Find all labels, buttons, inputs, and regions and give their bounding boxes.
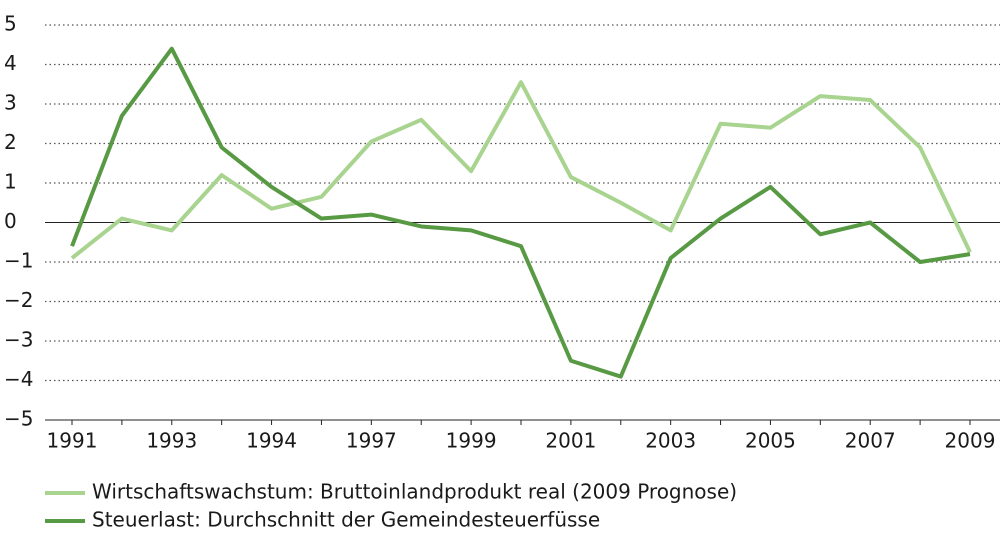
x-tick-label: 2005 (745, 429, 796, 453)
x-tick-label: 1997 (346, 429, 397, 453)
x-tick-label: 2007 (845, 429, 896, 453)
y-tick-label: 3 (4, 91, 17, 115)
y-tick-label: −3 (4, 328, 33, 352)
y-tick-label: 2 (4, 130, 17, 154)
x-tick-label: 1991 (47, 429, 98, 453)
series-line (70, 80, 972, 260)
y-tick-label: −5 (4, 407, 33, 431)
y-tick-label: −2 (4, 288, 33, 312)
x-tick-label: 1994 (246, 429, 297, 453)
y-tick-label: 0 (4, 209, 17, 233)
y-tick-label: −4 (4, 367, 33, 391)
x-tick-label: 2003 (645, 429, 696, 453)
series-line (70, 46, 971, 379)
y-tick-label: 1 (4, 170, 17, 194)
x-tick-label: 1999 (446, 429, 497, 453)
x-tick-label: 2001 (545, 429, 596, 453)
legend-label: Wirtschaftswachstum: Bruttoinlandprodukt… (92, 480, 737, 504)
y-tick-label: −1 (4, 249, 33, 273)
y-tick-label: 4 (4, 51, 17, 75)
x-tick-label: 2009 (945, 429, 996, 453)
x-tick-label: 1993 (146, 429, 197, 453)
y-tick-label: 5 (4, 12, 17, 36)
legend-label: Steuerlast: Durchschnitt der Gemeindeste… (92, 508, 600, 532)
